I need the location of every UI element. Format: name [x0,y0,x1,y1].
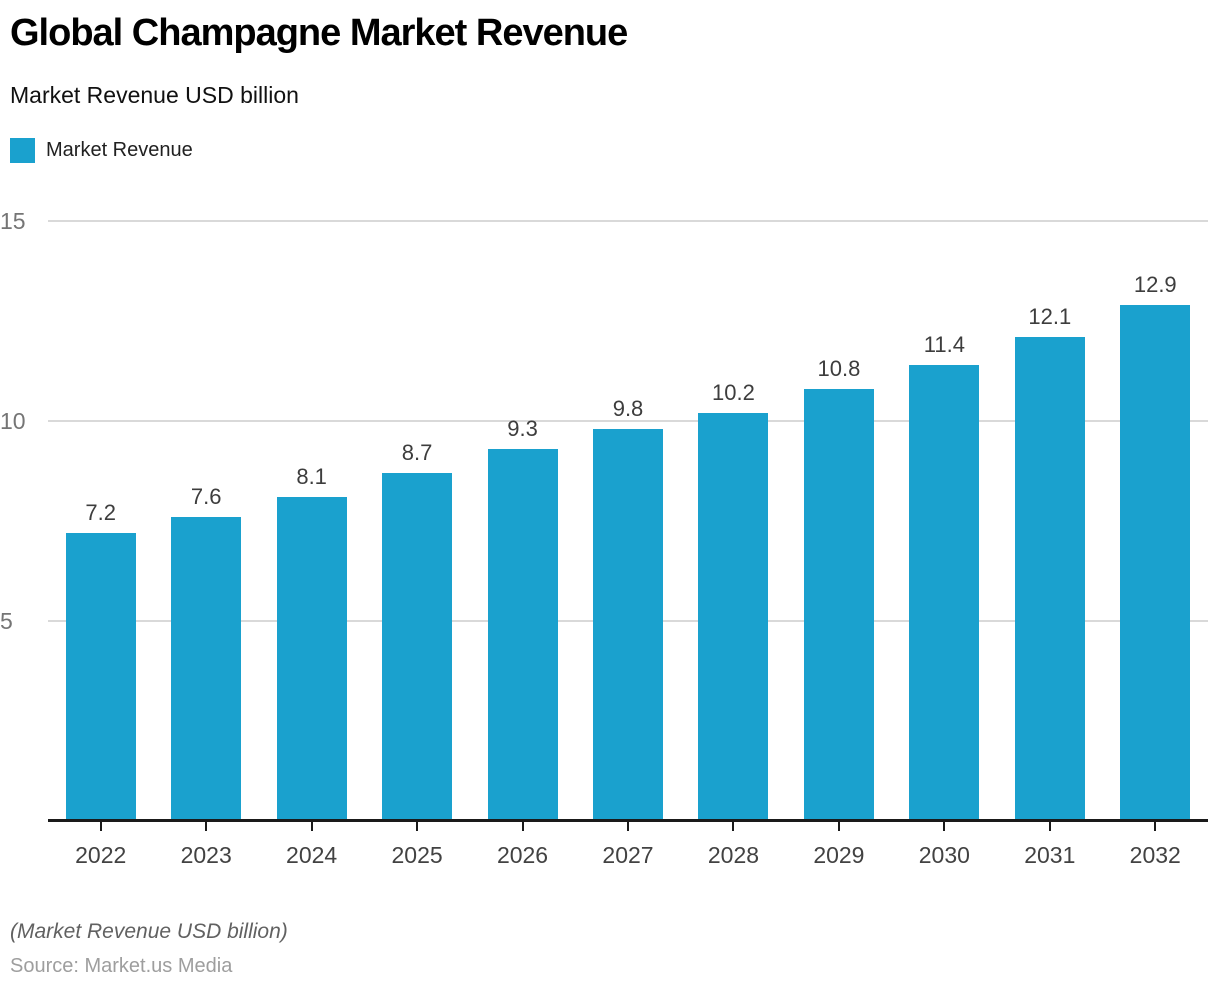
value-label-2032: 12.9 [1133,272,1177,297]
x-axis-tick-2025 [416,822,419,831]
value-label-2027: 9.8 [612,396,644,421]
bar-2025 [382,473,453,821]
x-axis-tick-2024 [310,822,313,831]
bar-2027 [593,429,663,821]
value-label-2030: 11.4 [923,332,965,357]
bar-2031 [1014,337,1085,821]
value-label-2025: 8.7 [401,440,433,465]
legend-swatch-icon [10,138,35,163]
value-label-2028: 10.2 [712,380,755,405]
x-axis-label-2027: 2027 [602,842,654,868]
x-axis-tick-2026 [521,822,524,831]
bar-2029 [803,389,874,821]
x-axis-tick-2023 [205,822,208,831]
y-axis-tick-label-5: 5 [0,608,13,634]
x-axis-tick-2030 [943,822,946,831]
bar-2024 [276,497,347,821]
x-axis-line [48,819,1208,822]
x-axis-label-2032: 2032 [1129,842,1181,868]
value-label-2026: 9.3 [507,416,538,441]
footnote: (Market Revenue USD billion) [10,920,288,943]
value-label-2024: 8.1 [296,464,327,489]
bar-2030 [909,365,980,821]
x-axis-label-2031: 2031 [1024,842,1076,868]
source-credit: Source: Market.us Media [10,955,233,977]
bar-2026 [487,449,558,821]
chart-subtitle: Market Revenue USD billion [10,82,299,108]
x-axis-label-2024: 2024 [286,842,338,868]
value-label-2031: 12.1 [1028,304,1072,329]
chart-title: Global Champagne Market Revenue [10,12,628,54]
bar-2028 [698,413,769,821]
x-axis-label-2029: 2029 [813,842,865,868]
y-axis-tick-label-15: 15 [0,208,26,234]
x-axis-tick-2032 [1154,822,1157,831]
gridline-15 [48,220,1208,222]
bar-2022 [65,533,136,821]
value-label-2029: 10.8 [817,356,861,381]
x-axis-label-2030: 2030 [918,842,970,868]
x-axis-label-2025: 2025 [391,842,443,868]
x-axis-tick-2022 [99,822,102,831]
x-axis-label-2022: 2022 [75,842,127,868]
x-axis-label-2023: 2023 [180,842,232,868]
legend: Market Revenue [10,138,193,163]
x-axis-label-2028: 2028 [707,842,760,868]
x-axis-tick-2027 [627,822,629,831]
x-axis-label-2026: 2026 [496,842,549,868]
x-axis-tick-2028 [732,822,735,831]
y-axis-tick-label-10: 10 [0,408,26,434]
gridline-10 [48,420,1208,422]
value-label-2022: 7.2 [85,500,117,525]
legend-label: Market Revenue [46,139,193,161]
bar-2032 [1120,305,1191,821]
x-axis-tick-2029 [837,822,840,831]
bar-2023 [171,517,242,821]
x-axis-tick-2031 [1048,822,1051,831]
value-label-2023: 7.6 [190,484,222,509]
